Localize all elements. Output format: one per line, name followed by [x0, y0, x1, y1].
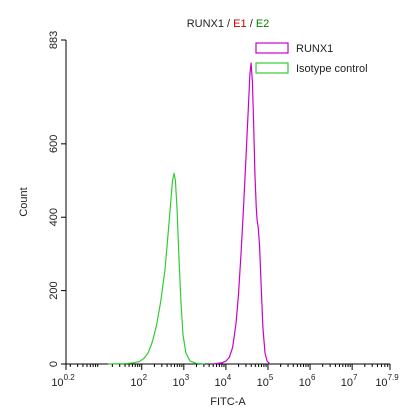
title-part-e1: E1	[233, 18, 246, 30]
x-tick-label: 107	[341, 373, 358, 389]
title-part-e2: E2	[256, 18, 269, 30]
x-axis-label: FITC-A	[210, 396, 246, 408]
y-tick-label: 600	[48, 135, 60, 153]
legend-swatch-runx1	[255, 42, 289, 54]
legend-label-runx1: RUNX1	[296, 43, 333, 55]
x-tick-label: 102	[130, 373, 147, 389]
chart-title: RUNX1 / E1 / E2	[187, 18, 270, 30]
title-separator-1: /	[224, 18, 233, 30]
x-tick-label: 100.2	[51, 373, 75, 389]
y-tick-label: 200	[48, 281, 60, 299]
legend-swatch-isotype	[255, 62, 289, 74]
x-tick-label: 104	[215, 373, 232, 389]
x-tick-label: 103	[172, 373, 189, 389]
x-tick-layer: 100.2 102 103 104 105 106 107 107.9	[51, 364, 399, 389]
legend: RUNX1 Isotype control	[255, 42, 368, 75]
title-separator-2: /	[247, 18, 256, 30]
series-layer	[108, 62, 271, 365]
legend-label-isotype: Isotype control	[296, 63, 368, 75]
series-line-runx1	[213, 62, 271, 365]
y-tick-label: 883	[48, 31, 60, 49]
x-tick-label: 105	[257, 373, 274, 389]
y-tick-label: 0	[48, 361, 60, 367]
plot-area: 0 200 400 600 883 100.2 102 103 104 105 106 107 107…	[48, 31, 399, 389]
series-line-isotype-control	[108, 172, 205, 365]
title-part-runx1: RUNX1	[187, 18, 224, 30]
x-tick-label: 107.9	[375, 373, 399, 389]
y-axis-label: Count	[18, 187, 30, 216]
x-tick-label: 106	[299, 373, 316, 389]
y-tick-layer: 0 200 400 600 883	[48, 31, 66, 367]
y-tick-label: 400	[48, 208, 60, 226]
